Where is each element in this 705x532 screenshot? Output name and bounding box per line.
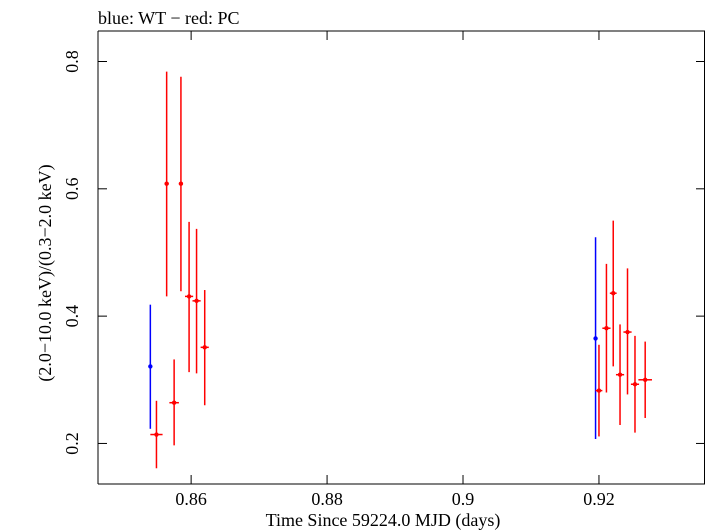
data-point-pc [638, 341, 652, 418]
chart-title: blue: WT − red: PC [98, 8, 239, 28]
data-point-pc [192, 228, 201, 374]
data-marker [611, 291, 616, 296]
y-tick-label: 0.2 [62, 432, 82, 455]
data-marker [186, 294, 192, 299]
data-point-pc [602, 263, 611, 393]
data-marker [171, 400, 177, 405]
y-axis-label: (2.0−10.0 keV)/(0.3−2.0 keV) [35, 164, 56, 381]
x-tick-label: 0.88 [311, 489, 343, 509]
series-wt [148, 237, 598, 439]
x-axis-label: Time Since 59224.0 MJD (days) [266, 510, 501, 531]
data-marker [642, 377, 648, 382]
y-axis: 0.2 0.4 0.6 0.8 [62, 50, 705, 455]
data-point-pc [623, 268, 632, 395]
data-marker [625, 329, 630, 335]
data-point-pc [185, 221, 194, 373]
series-pc [150, 71, 652, 469]
data-point-pc [595, 344, 603, 437]
data-marker [194, 298, 199, 304]
y-tick-label: 0.4 [62, 305, 82, 328]
data-marker [154, 432, 159, 437]
data-point-pc [150, 400, 163, 469]
x-tick-label: 0.9 [452, 489, 475, 509]
data-marker [596, 388, 602, 393]
data-point-wt [593, 237, 598, 439]
data-marker [593, 336, 598, 341]
data-point-pc [164, 71, 169, 297]
x-tick-label: 0.92 [583, 489, 615, 509]
x-tick-label: 0.86 [175, 489, 207, 509]
data-marker [202, 345, 207, 350]
data-point-pc [615, 324, 625, 425]
data-point-pc [178, 76, 184, 292]
data-point-wt [148, 304, 153, 429]
x-axis: 0.86 0.88 0.9 0.92 [175, 31, 615, 509]
data-point-pc [630, 335, 640, 433]
y-tick-label: 0.6 [62, 178, 82, 201]
data-marker [164, 181, 169, 186]
series-layer [148, 71, 652, 469]
data-point-pc [609, 220, 617, 367]
data-point-pc [200, 290, 209, 406]
data-marker [178, 181, 184, 186]
data-marker [632, 382, 638, 387]
data-marker [617, 372, 623, 377]
data-marker [148, 364, 153, 369]
y-tick-label: 0.8 [62, 50, 82, 72]
data-point-pc [169, 359, 179, 446]
data-marker [604, 326, 609, 331]
